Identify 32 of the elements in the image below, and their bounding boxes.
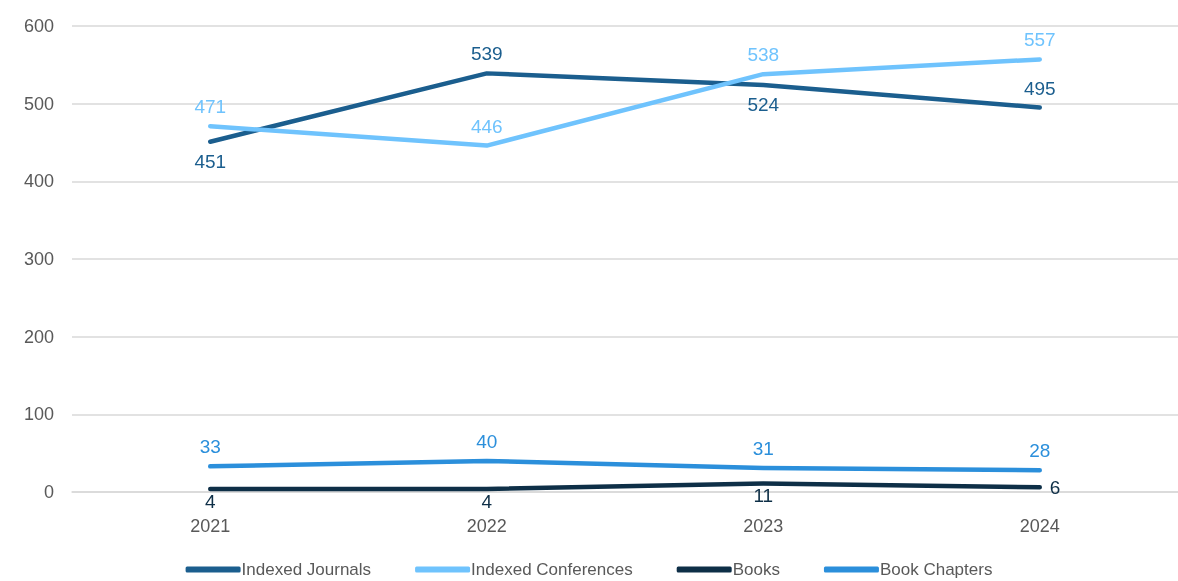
data-label: 11 <box>753 485 774 507</box>
y-tick-label: 0 <box>43 482 54 502</box>
x-tick-label: 2022 <box>466 516 507 536</box>
data-label: 40 <box>476 430 498 452</box>
y-tick-label: 600 <box>23 16 54 36</box>
data-label: 524 <box>747 94 780 116</box>
y-tick-label: 200 <box>23 326 54 347</box>
data-label: 451 <box>194 150 227 172</box>
data-label: 557 <box>1023 29 1056 51</box>
data-label: 28 <box>1029 440 1051 462</box>
data-label: 446 <box>470 115 503 137</box>
legend-label: Books <box>732 560 780 579</box>
y-tick-label: 300 <box>23 249 54 269</box>
data-label: 539 <box>470 43 503 65</box>
data-label: 495 <box>1023 77 1056 99</box>
data-label: 4 <box>481 490 493 512</box>
data-label: 4 <box>204 490 216 512</box>
legend-label: Book Chapters <box>879 560 993 579</box>
data-label: 31 <box>752 437 774 459</box>
y-tick-label: 100 <box>23 404 54 425</box>
data-label: 33 <box>199 436 221 458</box>
data-label: 6 <box>1049 476 1061 498</box>
line-series <box>208 458 1042 473</box>
x-tick-label: 2024 <box>1019 516 1060 536</box>
x-tick-label: 2023 <box>743 516 784 536</box>
legend-label: Indexed Conferences <box>471 560 633 579</box>
x-tick-label: 2021 <box>190 516 231 536</box>
data-label: 538 <box>747 44 780 66</box>
y-tick-label: 500 <box>23 93 54 114</box>
y-tick-label: 400 <box>23 171 54 192</box>
data-label: 471 <box>194 96 227 118</box>
legend-label: Indexed Journals <box>241 560 372 579</box>
